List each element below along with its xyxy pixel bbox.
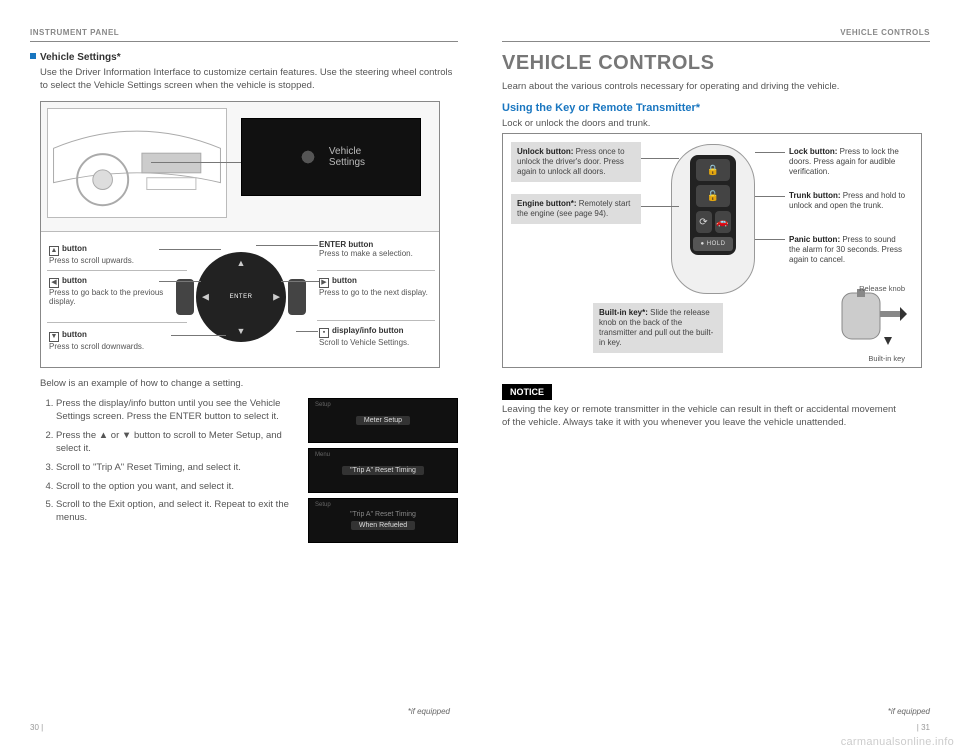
section-title: VEHICLE CONTROLS — [502, 52, 930, 75]
notice-badge: NOTICE — [502, 384, 552, 400]
screen-line2: Settings — [329, 157, 365, 168]
steps-list: Press the display/info button until you … — [40, 398, 296, 548]
using-key-heading: Using the Key or Remote Transmitter* — [502, 102, 930, 114]
arrow-right-icon: ▶ — [273, 291, 280, 302]
builtin-key-label: Built-in key — [868, 354, 905, 363]
vehicle-settings-heading: Vehicle Settings* — [30, 52, 458, 63]
screen-text: Vehicle Settings — [329, 146, 365, 168]
right-intro: Learn about the various controls necessa… — [502, 81, 930, 92]
diagram-top: Vehicle Settings — [41, 102, 439, 232]
mini-screens-column: Setup Meter Setup Menu "Trip A" Reset Ti… — [308, 398, 458, 548]
triangle-down-icon: ▼ — [49, 332, 59, 342]
arrow-up-icon: ▲ — [237, 258, 246, 268]
fob-engine-button: ⟳ — [696, 211, 712, 233]
example-row: Press the display/info button until you … — [30, 398, 458, 548]
screen-line1: Vehicle — [329, 146, 361, 157]
right-footnote: *if equipped — [888, 707, 930, 716]
mini-screen-3: Setup "Trip A" Reset Timing When Refuele… — [308, 498, 458, 543]
step-5: Scroll to the Exit option, and select it… — [56, 499, 296, 525]
step-3: Scroll to "Trip A" Reset Timing, and sel… — [56, 462, 296, 475]
callout-enter: ENTER button Press to make a selection. — [319, 240, 434, 259]
steering-control-pad: ENTER ▲ ▼ ◀ ▶ — [196, 252, 286, 342]
page-number-right: | 31 — [917, 723, 930, 732]
left-footnote: *if equipped — [408, 707, 450, 716]
left-header: INSTRUMENT PANEL — [30, 28, 458, 42]
callout-trunk: Trunk button: Press and hold to unlock a… — [783, 186, 913, 216]
arrow-down-icon: ▼ — [237, 326, 246, 336]
fob-hold-button: ● HOLD — [693, 237, 733, 251]
page-number-left: 30 | — [30, 723, 43, 732]
triangle-left-icon: ◀ — [49, 278, 59, 288]
callout-down: ▼button Press to scroll downwards. — [49, 330, 189, 352]
page-spread: INSTRUMENT PANEL Vehicle Settings* Use t… — [0, 0, 960, 750]
callout-builtin: Built-in key*: Slide the release knob on… — [593, 303, 723, 353]
fob-lock-button: 🔒 — [696, 159, 730, 181]
key-fob: 🔒 🔓 ⟳ 🚗 ● HOLD — [671, 144, 755, 294]
notice-text: Leaving the key or remote transmitter in… — [502, 404, 902, 430]
page-left: INSTRUMENT PANEL Vehicle Settings* Use t… — [0, 0, 480, 750]
callout-panic: Panic button: Press to sound the alarm f… — [783, 230, 913, 270]
page-right: VEHICLE CONTROLS VEHICLE CONTROLS Learn … — [480, 0, 960, 750]
lock-intro: Lock or unlock the doors and trunk. — [502, 118, 930, 129]
callout-lock: Lock button: Press to lock the doors. Pr… — [783, 142, 913, 182]
step-2: Press the ▲ or ▼ button to scroll to Met… — [56, 430, 296, 456]
step-1: Press the display/info button until you … — [56, 398, 296, 424]
remote-diagram: Unlock button: Press once to unlock the … — [502, 133, 922, 368]
callout-right: ▶button Press to go to the next display. — [319, 276, 434, 298]
builtin-key-illustration — [802, 287, 907, 355]
fob-trunk-button: 🚗 — [715, 211, 731, 233]
fob-unlock-button: 🔓 — [696, 185, 730, 207]
mini-screen-2: Menu "Trip A" Reset Timing — [308, 448, 458, 493]
intro-text: Use the Driver Information Interface to … — [30, 67, 458, 93]
step-4: Scroll to the option you want, and selec… — [56, 481, 296, 494]
triangle-up-icon: ▲ — [49, 246, 59, 256]
callout-info: ▪display/info button Scroll to Vehicle S… — [319, 326, 434, 348]
heading-marker-icon — [30, 53, 36, 59]
watermark: carmanualsonline.info — [841, 736, 954, 748]
callout-engine: Engine button*: Remotely start the engin… — [511, 194, 641, 224]
callout-up: ▲button Press to scroll upwards. — [49, 244, 189, 266]
callout-unlock: Unlock button: Press once to unlock the … — [511, 142, 641, 182]
side-button-right — [288, 279, 306, 315]
triangle-right-icon: ▶ — [319, 278, 329, 288]
enter-label: ENTER — [230, 294, 253, 300]
example-intro: Below is an example of how to change a s… — [30, 378, 458, 391]
subheading-text: Vehicle Settings* — [40, 52, 121, 63]
diagram-bottom: ENTER ▲ ▼ ◀ ▶ ▲button Press to scroll up… — [41, 232, 439, 367]
right-header: VEHICLE CONTROLS — [502, 28, 930, 42]
mini-screen-1: Setup Meter Setup — [308, 398, 458, 443]
fob-button-stack: 🔒 🔓 ⟳ 🚗 ● HOLD — [690, 155, 736, 255]
release-knob-label: Release knob — [859, 284, 905, 293]
vehicle-settings-screen: Vehicle Settings — [241, 118, 421, 196]
arrow-left-icon: ◀ — [202, 291, 209, 302]
info-icon: ▪ — [319, 328, 329, 338]
gear-icon — [297, 146, 319, 168]
instrument-diagram: Vehicle Settings ENTER ▲ ▼ ◀ ▶ — [40, 101, 440, 368]
dashboard-sketch — [47, 108, 227, 218]
